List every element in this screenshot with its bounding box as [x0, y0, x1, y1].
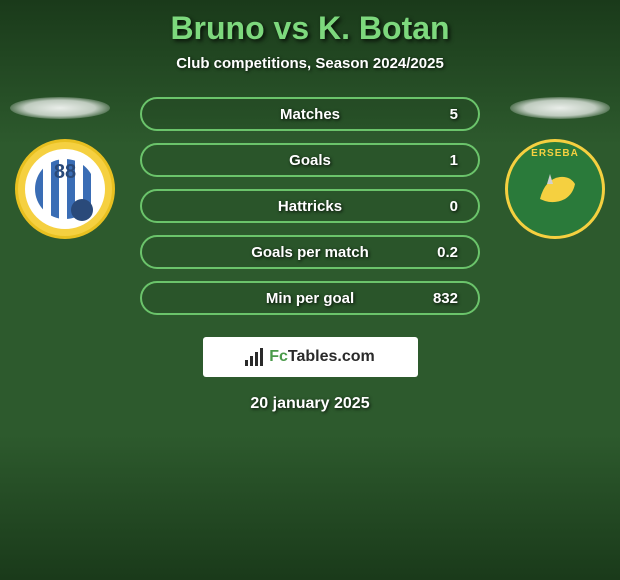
bar-icon-bar [255, 352, 258, 366]
stat-label: Hattricks [278, 198, 342, 215]
stat-label: Goals [289, 152, 331, 169]
stat-value-right: 0 [450, 198, 458, 215]
stat-row-matches: Matches 5 [140, 97, 480, 131]
stat-row-goals-per-match: Goals per match 0.2 [140, 235, 480, 269]
stat-row-hattricks: Hattricks 0 [140, 189, 480, 223]
stat-value-right: 0.2 [437, 244, 458, 261]
branding-prefix: Fc [269, 348, 288, 365]
club-logo-left-number: 88 [54, 161, 76, 184]
comparison-card: Bruno vs K. Botan Club competitions, Sea… [0, 0, 620, 423]
branding-text: FcTables.com [269, 348, 375, 366]
branding-suffix: Tables.com [288, 348, 375, 365]
stat-row-goals: Goals 1 [140, 143, 480, 177]
club-logo-left[interactable]: 88 [15, 139, 115, 239]
club-logo-right-inner [520, 154, 590, 224]
stat-row-min-per-goal: Min per goal 832 [140, 281, 480, 315]
date-text: 20 january 2025 [250, 395, 369, 413]
stat-value-right: 832 [433, 290, 458, 307]
stat-value-right: 5 [450, 106, 458, 123]
club-logo-right[interactable]: ERSEBA [505, 139, 605, 239]
stat-label: Matches [280, 106, 340, 123]
player-right-column: ERSEBA [480, 97, 600, 239]
stat-value-right: 1 [450, 152, 458, 169]
club-logo-left-inner: 88 [25, 149, 105, 229]
page-subtitle: Club competitions, Season 2024/2025 [176, 55, 444, 72]
club-logo-right-label: ERSEBA [531, 148, 579, 159]
page-title: Bruno vs K. Botan [170, 10, 449, 47]
player-left-column: 88 [20, 97, 140, 239]
shadow-ellipse-right [510, 97, 610, 119]
stat-label: Min per goal [266, 290, 354, 307]
stats-column: Matches 5 Goals 1 Hattricks 0 Goals per … [140, 97, 480, 315]
main-row: 88 Matches 5 Goals 1 Hattricks 0 Goals p… [0, 97, 620, 315]
crocodile-icon [525, 159, 585, 219]
stat-label: Goals per match [251, 244, 369, 261]
branding-badge[interactable]: FcTables.com [203, 337, 418, 377]
bar-icon-bar [250, 356, 253, 366]
bar-chart-icon [245, 348, 263, 366]
shadow-ellipse-left [10, 97, 110, 119]
bar-icon-bar [260, 348, 263, 366]
soccer-ball-icon [71, 199, 93, 221]
bar-icon-bar [245, 360, 248, 366]
